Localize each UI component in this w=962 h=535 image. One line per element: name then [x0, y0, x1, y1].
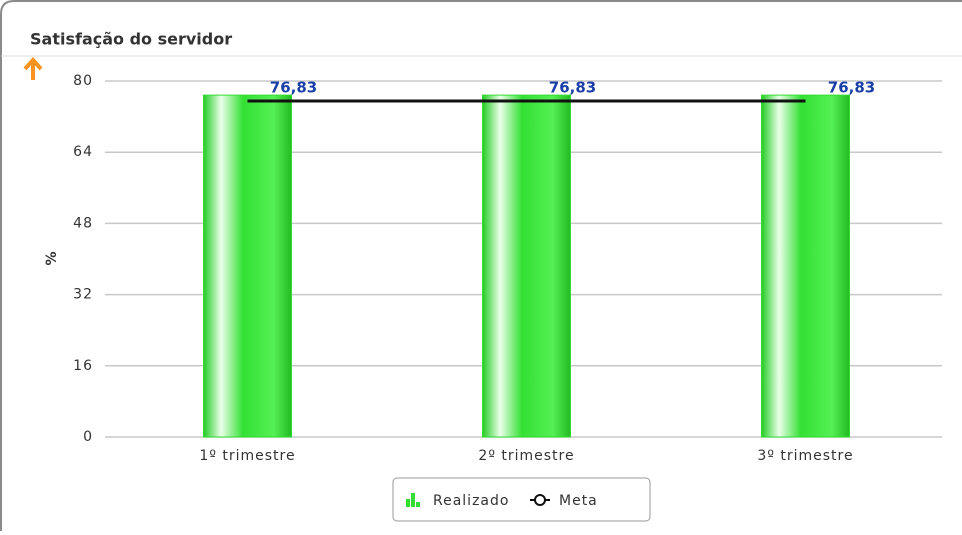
data-label: 76,83: [828, 79, 875, 97]
bar: [482, 94, 571, 438]
x-tick-label: 1º trimestre: [199, 448, 295, 464]
y-tick-label: 16: [73, 358, 93, 374]
legend-label[interactable]: Realizado: [433, 493, 509, 509]
up-arrow-icon[interactable]: [23, 56, 43, 80]
y-tick-label: 48: [73, 215, 93, 231]
y-axis-label: %: [44, 250, 60, 265]
bar: [761, 94, 850, 438]
panel-title: Satisfação do servidor: [30, 30, 232, 49]
legend-label[interactable]: Meta: [559, 493, 598, 509]
y-tick-label: 64: [73, 144, 93, 160]
bar: [203, 94, 292, 438]
y-tick-label: 80: [73, 73, 93, 89]
legend-box: [392, 477, 651, 522]
legend-icon: [534, 494, 546, 506]
legend-icon: [411, 493, 415, 507]
data-label: 76,83: [549, 79, 596, 97]
y-tick-label: 0: [83, 429, 93, 445]
legend-icon: [416, 502, 420, 507]
x-tick-label: 3º trimestre: [757, 448, 853, 464]
data-label: 76,83: [270, 79, 317, 97]
x-tick-label: 2º trimestre: [478, 448, 574, 464]
legend-icon: [406, 499, 410, 507]
y-tick-label: 32: [73, 287, 93, 303]
